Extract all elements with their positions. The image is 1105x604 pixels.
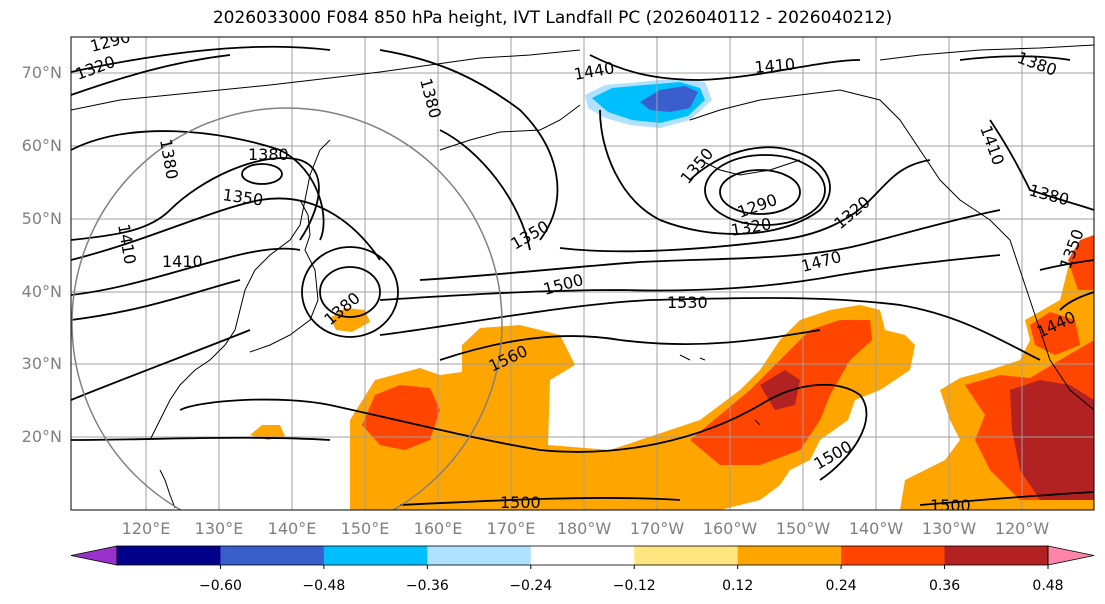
colorbar-tick-label: −0.60 xyxy=(199,578,242,594)
lat-label: 60°N xyxy=(22,136,62,155)
contour-label: 1530 xyxy=(667,293,708,312)
lon-label: 140°E xyxy=(268,519,317,538)
colorbar-tick-label: −0.24 xyxy=(509,578,552,594)
colorbar-segment xyxy=(634,546,739,565)
ivt-positive-region xyxy=(1030,312,1080,355)
colorbar-tick-label: −0.12 xyxy=(613,578,656,594)
lon-label: 160°W xyxy=(703,519,758,538)
lon-label: 170°E xyxy=(487,519,536,538)
lat-label: 20°N xyxy=(22,427,62,446)
colorbar-outline xyxy=(116,545,1049,566)
colorbar-tick-label: 0.36 xyxy=(929,578,960,594)
ivt-shading xyxy=(250,78,1094,510)
lat-label: 50°N xyxy=(22,209,62,228)
latitude-labels: 70°N 60°N 50°N 40°N 30°N 20°N xyxy=(22,63,62,446)
lat-label: 30°N xyxy=(22,354,62,373)
ivt-positive-region xyxy=(362,385,440,450)
contour-label: 1380 xyxy=(248,145,289,164)
lon-label: 130°E xyxy=(195,519,244,538)
coastlines xyxy=(71,44,1094,509)
lon-label: 160°E xyxy=(414,519,463,538)
lon-label: 120°W xyxy=(995,519,1050,538)
colorbar xyxy=(70,545,1095,566)
colorbar-tick-label: 0.48 xyxy=(1032,578,1063,594)
longitude-labels: 120°E 130°E 140°E 150°E 160°E 170°E 180°… xyxy=(122,519,1050,538)
lon-label: 170°W xyxy=(630,519,685,538)
contour-label: 1410 xyxy=(162,252,203,271)
colorbar-tick-label: 0.12 xyxy=(722,578,753,594)
colorbar-tick-label: −0.36 xyxy=(406,578,449,594)
ivt-negative-region xyxy=(640,86,698,112)
colorbar-segment xyxy=(841,546,946,565)
ivt-positive-region xyxy=(330,308,370,332)
height-contours xyxy=(71,45,1094,506)
lon-label: 140°W xyxy=(849,519,904,538)
colorbar-segment xyxy=(323,546,428,565)
map-title: 2026033000 F084 850 hPa height, IVT Land… xyxy=(212,8,893,28)
map-background xyxy=(71,37,1094,510)
colorbar-ticks: −0.60 −0.48 −0.36 −0.24 −0.12 0.12 0.24 0.36 0.4… xyxy=(199,565,1064,594)
colorbar-segment xyxy=(220,546,325,565)
graticule xyxy=(71,37,1094,510)
contour-label: 1500 xyxy=(930,496,971,515)
colorbar-tick-label: −0.48 xyxy=(302,578,345,594)
lon-label: 150°W xyxy=(776,519,831,538)
ivt-positive-region xyxy=(1010,380,1094,500)
lon-label: 150°E xyxy=(341,519,390,538)
contour-label: 1410 xyxy=(754,55,796,77)
lat-label: 40°N xyxy=(22,282,62,301)
colorbar-segment xyxy=(944,546,1049,565)
contour-label: 1500 xyxy=(500,493,541,512)
colorbar-extension-high xyxy=(1047,545,1095,566)
ivt-positive-region xyxy=(250,425,285,440)
colorbar-segment xyxy=(530,546,635,565)
colorbar-segment xyxy=(117,546,221,565)
lat-label: 70°N xyxy=(22,63,62,82)
landfall-circle xyxy=(71,107,503,510)
colorbar-segment xyxy=(427,546,532,565)
lon-label: 180°W xyxy=(557,519,612,538)
lon-label: 130°W xyxy=(922,519,977,538)
colorbar-tick-label: 0.24 xyxy=(826,578,857,594)
lon-label: 120°E xyxy=(122,519,171,538)
colorbar-extension-low xyxy=(70,545,118,566)
colorbar-segment xyxy=(737,546,842,565)
map-frame xyxy=(70,36,1095,511)
